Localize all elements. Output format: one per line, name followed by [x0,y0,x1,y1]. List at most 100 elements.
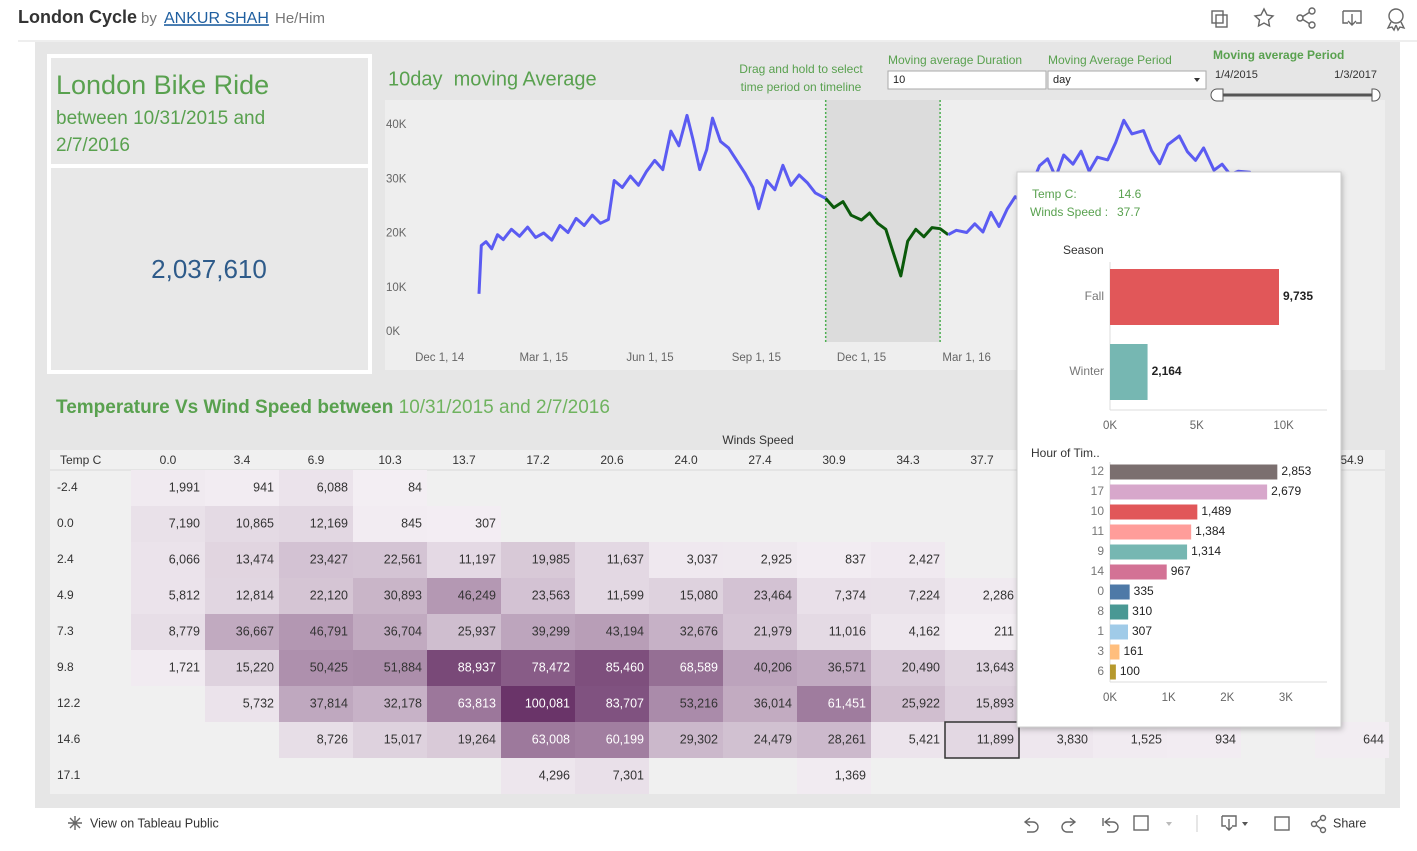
bar [1110,624,1129,640]
bar [1110,644,1120,660]
share-button[interactable] [1310,814,1327,834]
share-icon[interactable] [1296,7,1316,29]
duration-input[interactable] [887,70,1047,90]
cell-label: 11,197 [459,552,496,566]
share-text[interactable]: Share [1333,816,1366,830]
heat-cell [871,578,945,614]
heat-cell [279,686,353,722]
moving-average-line [947,118,1324,261]
kpi-value: 2,037,610 [151,254,267,284]
bar-label: 161 [1123,644,1143,658]
cell-label: 23,427 [310,552,348,566]
download-menu[interactable] [1242,822,1248,826]
column-label: 37.7 [970,453,994,467]
row-label: 0.0 [57,516,74,530]
cell-label: 46,249 [458,588,496,602]
column-label: 27.4 [748,453,772,467]
heat-cell [131,578,205,614]
heat-cell [205,614,279,650]
cell-label: 32,178 [384,696,422,710]
heat-cell [205,686,279,722]
cell-label: 28,261 [828,732,866,746]
category-label: 9 [1097,544,1104,558]
cell-label: 60,199 [606,732,644,746]
x-tick-label: 10K [1273,420,1294,432]
cell-label: 7,224 [909,588,940,602]
cell-label: 11,637 [607,552,644,566]
x-tick-label: 5K [1190,420,1204,432]
cell-label: 1,525 [1131,732,1162,746]
range-slider[interactable] [1210,88,1381,102]
cell-label: 36,704 [384,624,422,638]
cell-label: 63,008 [532,732,570,746]
cell-label: 68,589 [680,660,718,674]
favorite-icon[interactable] [1253,7,1275,28]
category-label: 17 [1091,484,1105,498]
undo-icon[interactable] [1023,817,1039,833]
bar [1110,504,1198,520]
cell-label: 2,925 [761,552,792,566]
row-label: 4.9 [57,588,74,602]
line-chart[interactable]: 0K 10K 20K 30K 40K Dec 1, 14 Mar 1, 15 Jun 1, 1… [386,100,1324,364]
bar-label: 9,735 [1283,289,1313,303]
heat-cell [871,614,945,650]
heat-cell [501,722,575,758]
pause-menu[interactable] [1166,822,1172,826]
view-on-tableau[interactable]: View on Tableau Public [90,816,219,830]
heat-cell [205,542,279,578]
tableau-logo[interactable] [68,816,82,830]
cell-label: 644 [1363,732,1384,746]
badge-icon[interactable] [1386,8,1406,32]
slider-title: Moving average Period [1213,48,1344,62]
cell-label: 211 [994,624,1014,638]
y-tick-label: 0K [386,326,400,338]
cell-label: 15,080 [680,588,718,602]
category-label: Winter [1069,364,1104,378]
cell-label: 5,421 [909,732,940,746]
cell-label: 13,474 [236,552,274,566]
footer-toolbar: View on Tableau Public Share [35,808,1400,851]
author-link[interactable]: ANKUR SHAH [164,10,269,27]
slider-handle[interactable] [1371,88,1381,102]
download-button[interactable] [1221,815,1237,831]
selection-band [825,100,941,342]
cell-label: 29,302 [680,732,718,746]
slider-handle[interactable] [1210,88,1224,102]
category-label: 1 [1097,624,1104,638]
fullscreen-button[interactable] [1274,816,1290,831]
cell-label: 2,286 [983,588,1014,602]
cell-label: 2,427 [909,552,940,566]
kpi-subtitle: 2/7/2016 [56,135,130,156]
heat-cell [279,614,353,650]
heat-cell [945,686,1019,722]
redo-icon[interactable] [1061,817,1077,833]
row-label: 9.8 [57,660,74,674]
period-select[interactable] [1047,70,1207,90]
bar-label: 2,853 [1281,464,1311,478]
cell-label: 837 [845,552,866,566]
download-icon[interactable] [1342,10,1362,26]
heatmap[interactable]: 0.0 3.4 6.9 10.3 13.7 17.2 20.6 24.0 27.4 30.9 34.… [57,453,1389,794]
copy-icon[interactable] [1211,10,1228,28]
heat-cell [723,614,797,650]
cell-label: 12,169 [310,516,348,530]
heatmap-title-dates: 10/31/2015 and 2/7/2016 [399,397,610,418]
bar [1110,524,1192,540]
cell-label: 11,599 [607,588,644,602]
y-tick-label: 30K [386,173,407,185]
heat-cell [723,650,797,686]
cell-label: 1,369 [835,768,866,782]
heat-cell [575,722,649,758]
tooltip: Temp C: 14.6 Winds Speed : 37.7 Season H… [1016,171,1342,728]
category-label: 3 [1097,644,1104,658]
cell-label: 19,264 [458,732,496,746]
bar-label: 100 [1120,664,1140,678]
heatmap-title: Temperature Vs Wind Speed between 10/31/… [56,397,610,418]
tooltip-box [1016,171,1342,728]
heat-cell [945,650,1019,686]
revert-icon[interactable] [1102,817,1119,833]
heat-cell [353,722,427,758]
kpi-title-box [51,58,368,164]
pause-icon[interactable] [1133,815,1149,831]
column-label: 3.4 [234,453,251,467]
